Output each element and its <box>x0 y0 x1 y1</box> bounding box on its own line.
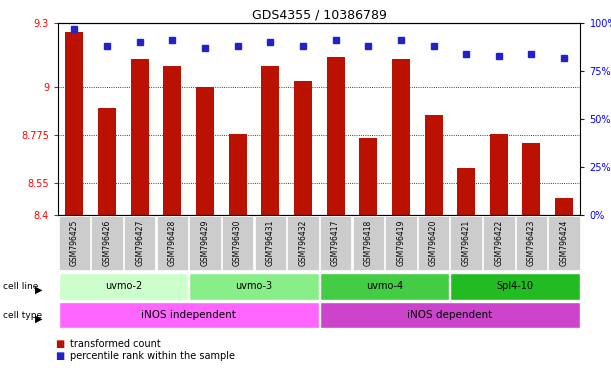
Text: GSM796432: GSM796432 <box>298 220 307 266</box>
Text: uvmo-2: uvmo-2 <box>104 281 142 291</box>
Text: GSM796430: GSM796430 <box>233 220 242 266</box>
Text: transformed count: transformed count <box>70 339 161 349</box>
Text: uvmo-4: uvmo-4 <box>366 281 403 291</box>
Bar <box>359 138 377 215</box>
Text: ■: ■ <box>55 339 64 349</box>
Bar <box>262 66 279 215</box>
Text: GSM796424: GSM796424 <box>560 220 569 266</box>
Text: GSM796420: GSM796420 <box>429 220 438 266</box>
Bar <box>555 198 573 215</box>
Text: GSM796419: GSM796419 <box>397 220 405 266</box>
Bar <box>327 57 345 215</box>
Text: GSM796417: GSM796417 <box>331 220 340 266</box>
Text: GSM796423: GSM796423 <box>527 220 536 266</box>
Text: GSM796422: GSM796422 <box>494 220 503 266</box>
Text: ■: ■ <box>55 351 64 361</box>
Text: iNOS dependent: iNOS dependent <box>407 310 492 320</box>
Bar <box>294 81 312 215</box>
Text: ▶: ▶ <box>35 313 43 323</box>
Text: GSM796426: GSM796426 <box>103 220 112 266</box>
Text: GSM796429: GSM796429 <box>200 220 210 266</box>
Text: GSM796428: GSM796428 <box>168 220 177 266</box>
Text: ▶: ▶ <box>35 285 43 295</box>
Text: cell type: cell type <box>3 311 42 320</box>
Title: GDS4355 / 10386789: GDS4355 / 10386789 <box>252 9 387 22</box>
Text: uvmo-3: uvmo-3 <box>235 281 273 291</box>
Text: GSM796427: GSM796427 <box>135 220 144 266</box>
Text: cell line: cell line <box>3 282 38 291</box>
Bar <box>522 142 541 215</box>
Bar <box>131 59 148 215</box>
Text: GSM796421: GSM796421 <box>462 220 470 266</box>
Text: GSM796425: GSM796425 <box>70 220 79 266</box>
Text: iNOS independent: iNOS independent <box>141 310 236 320</box>
Bar <box>163 66 181 215</box>
Bar <box>65 31 83 215</box>
Bar <box>425 115 442 215</box>
Bar <box>490 134 508 215</box>
Bar <box>392 59 410 215</box>
Bar <box>98 108 116 215</box>
Bar <box>457 168 475 215</box>
Text: GSM796418: GSM796418 <box>364 220 373 266</box>
Text: percentile rank within the sample: percentile rank within the sample <box>70 351 235 361</box>
Bar <box>229 134 247 215</box>
Bar <box>196 87 214 215</box>
Text: Spl4-10: Spl4-10 <box>497 281 533 291</box>
Text: GSM796431: GSM796431 <box>266 220 275 266</box>
